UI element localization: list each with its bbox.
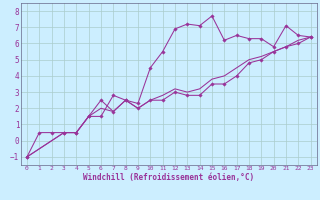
X-axis label: Windchill (Refroidissement éolien,°C): Windchill (Refroidissement éolien,°C) — [83, 173, 254, 182]
